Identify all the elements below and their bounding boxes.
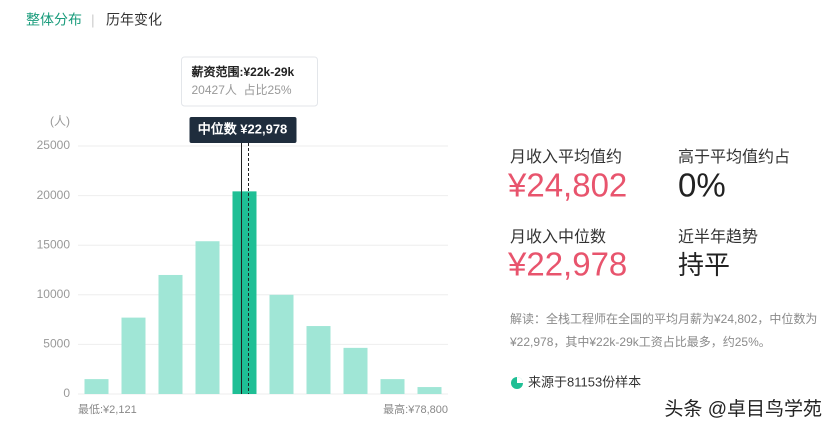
y-tick-label: 25000 (37, 138, 71, 152)
y-tick-label: 20000 (37, 188, 71, 202)
tooltip-detail: 20427人 占比25% (192, 82, 292, 97)
stat-value: 0% (678, 167, 726, 204)
bar (269, 294, 294, 394)
stat-value: ¥22,978 (507, 246, 627, 283)
y-unit: (人) (50, 114, 70, 128)
max-label: 最高:¥78,800 (383, 402, 448, 416)
tooltip-box (181, 56, 318, 107)
bar (417, 387, 442, 394)
tooltip-title: 薪资范围:¥22k-29k (192, 64, 295, 79)
bar (121, 317, 146, 394)
bar (232, 191, 257, 394)
stat-label: 月收入平均值约 (510, 148, 622, 166)
tab[interactable]: 整体分布 (26, 12, 82, 28)
stat-label: 高于平均值约占 (678, 148, 790, 166)
tab[interactable]: 历年变化 (106, 12, 162, 28)
y-tick-label: 10000 (37, 287, 71, 301)
bar (306, 326, 331, 394)
stat-value: 持平 (678, 250, 730, 280)
tab-separator: | (91, 12, 95, 28)
median-box (189, 117, 297, 143)
bar (343, 347, 368, 394)
bar (84, 379, 109, 394)
y-tick-label: 0 (63, 386, 70, 400)
y-tick-label: 5000 (43, 337, 70, 351)
note: 解读：全栈工程师在全国的平均月薪为¥24,802，中位数为¥22,978，其中¥… (510, 312, 818, 349)
stat-label: 近半年趋势 (678, 228, 758, 246)
source: 来源于81153份样本 (528, 374, 641, 389)
bar (195, 241, 220, 394)
stats: 月收入平均值约 ¥24,802 高于平均值约占 0% 月收入中位数 ¥22,97… (507, 148, 790, 283)
watermark: 头条 @卓目鸟学苑 (664, 398, 822, 420)
stat-label: 月收入中位数 (510, 228, 606, 246)
bar (380, 379, 405, 394)
stat-value: ¥24,802 (507, 167, 627, 204)
bar (158, 274, 183, 394)
y-tick-label: 15000 (37, 237, 71, 251)
source-icon-slice (517, 377, 523, 383)
min-label: 最低:¥2,121 (78, 403, 137, 416)
median-label: 中位数 ¥22,978 (198, 121, 288, 136)
